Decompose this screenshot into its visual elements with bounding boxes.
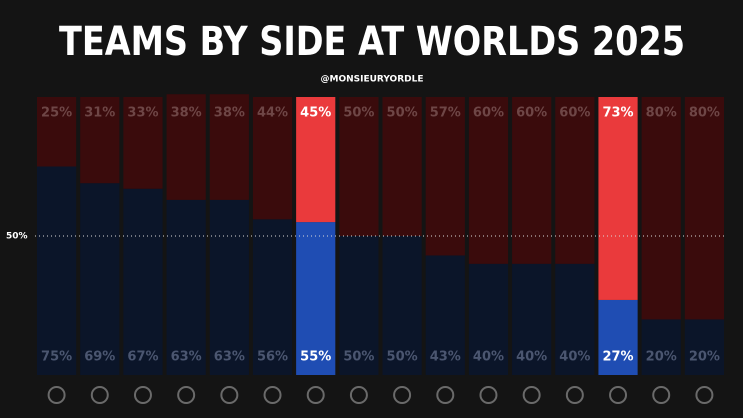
bar-segment [166,94,206,200]
team-logo [522,386,541,404]
value-label: 60% [516,106,547,121]
team-logo [609,386,628,404]
value-label: 40% [516,350,547,365]
value-label: 20% [646,350,677,365]
team-logo [177,386,196,404]
value-label: 43% [430,350,461,365]
value-label: 75% [41,350,72,365]
bar-segment [555,97,595,264]
value-label: 25% [41,106,72,121]
value-label: 63% [171,350,202,365]
value-label: 80% [689,106,720,121]
bar-segment [37,97,77,167]
team-logo [652,386,671,404]
team-logo [47,386,66,404]
bar-segment [80,97,120,184]
value-label: 44% [257,106,288,121]
value-label: 60% [559,106,590,121]
bar-segment [512,97,552,264]
team-logo [306,386,325,404]
team-logo [220,386,239,404]
bar-segment [252,97,293,220]
bar-segment [296,97,336,223]
bar-segment [209,199,249,375]
team-logo [479,386,498,404]
value-label: 73% [602,106,633,121]
bar-segment [425,255,465,375]
value-label: 50% [387,350,418,365]
bar-segment [339,97,379,236]
team-logo [90,386,109,404]
bar-segment [80,183,120,375]
bar-segment [598,299,638,375]
bar-segment [382,236,422,375]
bar-segment [684,97,724,320]
value-label: 80% [646,106,677,121]
bar-segment [123,97,163,189]
bar-segment [166,199,206,375]
bar-segment [641,319,681,375]
bar-segment [512,263,552,375]
value-label: 50% [343,350,374,365]
team-logo [349,386,368,404]
bar-segment [37,166,77,375]
team-logo [565,386,584,404]
bar-segment [209,94,249,200]
value-label: 20% [689,350,720,365]
value-label: 69% [84,350,115,365]
chart-subtitle: @MONSIEURYORDLE [321,75,424,85]
bar-segment [468,97,509,264]
y-tick-label: 50% [6,232,28,242]
value-label: 40% [473,350,504,365]
value-label: 67% [127,350,158,365]
bar-segment [382,97,422,236]
bar-segment [339,236,379,375]
bar-segment [425,97,465,256]
value-label: 40% [559,350,590,365]
team-logo [695,386,714,404]
bar-segment [555,263,595,375]
value-label: 50% [343,106,374,121]
chart-title: TEAMS BY SIDE AT WORLDS 2025 [59,19,685,65]
bar-segment [252,219,293,375]
value-label: 55% [300,350,331,365]
value-label: 33% [127,106,158,121]
value-label: 60% [473,106,504,121]
bar-segment [598,97,638,300]
value-label: 50% [387,106,418,121]
value-label: 27% [602,350,633,365]
value-label: 63% [214,350,245,365]
team-logo [133,386,152,404]
value-label: 38% [171,106,202,121]
value-label: 56% [257,350,288,365]
value-label: 57% [430,106,461,121]
bar-segment [684,319,724,375]
team-logo [263,386,282,404]
bar-segment [123,188,163,375]
team-logo [393,386,412,404]
value-label: 38% [214,106,245,121]
team-logo [436,386,455,404]
bar-segment [641,97,681,320]
value-label: 45% [300,106,331,121]
bar-segment [468,263,509,375]
bar-segment [296,222,336,375]
value-label: 31% [84,106,115,121]
